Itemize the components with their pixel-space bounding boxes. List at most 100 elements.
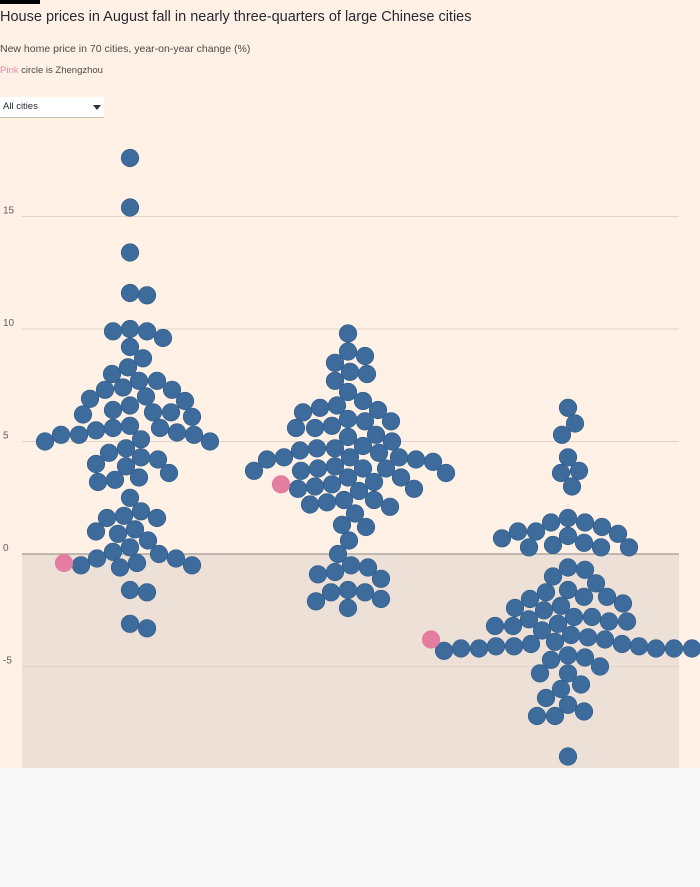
city-dot	[120, 396, 140, 415]
city-dot	[486, 637, 506, 656]
city-dot	[578, 628, 598, 647]
city-dot	[305, 477, 325, 496]
city-dot	[574, 587, 594, 606]
city-dot	[113, 378, 133, 397]
city-dot	[664, 639, 684, 658]
city-dot	[99, 443, 119, 462]
city-dot	[108, 524, 128, 543]
city-dot	[682, 639, 700, 658]
city-dot	[574, 702, 594, 721]
city-dot	[159, 463, 179, 483]
city-dot	[131, 430, 151, 449]
city-dot	[451, 639, 471, 658]
chart-subtitle: New home price in 70 cities, year-on-yea…	[0, 43, 251, 55]
city-dot	[545, 632, 565, 651]
city-dot	[307, 439, 327, 458]
city-dot	[291, 461, 311, 480]
city-dot	[73, 405, 93, 424]
city-dot	[469, 639, 489, 658]
city-dot	[105, 470, 125, 489]
city-dot	[103, 322, 123, 341]
city-dot	[290, 441, 310, 460]
city-dot	[505, 598, 525, 618]
city-dot	[551, 596, 571, 615]
city-dot	[558, 398, 578, 417]
city-dot	[317, 493, 337, 512]
city-dot	[565, 414, 585, 433]
city-dot	[612, 634, 632, 654]
city-dot	[591, 538, 611, 557]
city-dot	[508, 522, 528, 541]
city-dot	[520, 589, 540, 609]
city-dot	[404, 479, 424, 498]
city-dot	[353, 391, 373, 411]
highlight-city-dot	[421, 630, 441, 649]
city-dot	[167, 423, 187, 442]
city-dot	[86, 522, 106, 541]
city-dot	[120, 148, 140, 168]
city-dot	[543, 567, 563, 586]
city-dot	[148, 450, 168, 469]
city-dot	[434, 641, 454, 660]
city-dot	[182, 407, 202, 426]
city-dot	[382, 432, 402, 451]
y-tick-label: 0	[3, 543, 9, 554]
city-dot	[325, 353, 345, 372]
city-dot	[558, 664, 578, 683]
city-dot	[138, 531, 158, 550]
city-filter-dropdown[interactable]: All cities	[0, 97, 104, 118]
city-filter-selected: All cities	[3, 101, 38, 112]
city-dot	[582, 607, 602, 627]
y-tick-label: 10	[3, 318, 15, 329]
city-dot	[551, 679, 571, 699]
city-dot	[552, 425, 572, 444]
city-dot	[575, 648, 595, 667]
city-dot	[149, 544, 169, 564]
city-dot	[143, 403, 163, 422]
city-dot	[97, 508, 117, 528]
city-dot	[558, 747, 578, 766]
city-dot	[328, 544, 348, 564]
city-dot	[86, 421, 106, 440]
city-dot	[147, 508, 167, 528]
city-dot	[376, 459, 396, 478]
city-dot	[308, 459, 328, 478]
city-dot	[162, 380, 182, 399]
city-dot	[286, 418, 306, 438]
city-dot	[136, 387, 156, 406]
city-dot	[103, 542, 123, 561]
city-dot	[558, 695, 578, 714]
city-dot	[137, 286, 157, 305]
city-dot	[293, 403, 313, 422]
city-dot	[288, 479, 308, 498]
city-dot	[86, 454, 106, 474]
city-dot	[88, 472, 108, 492]
city-dot	[120, 283, 140, 303]
city-dot	[355, 583, 375, 602]
brand-bar	[0, 0, 40, 4]
city-dot	[69, 425, 89, 444]
highlight-city-dot	[54, 553, 74, 573]
city-dot	[120, 488, 140, 507]
city-dot	[137, 619, 157, 638]
city-dot	[120, 538, 140, 557]
highlight-note-color-word: Pink	[0, 65, 19, 76]
city-dot	[592, 517, 612, 537]
city-dot	[127, 553, 147, 573]
city-dot	[551, 463, 571, 483]
city-dot	[118, 358, 138, 377]
city-dot	[131, 502, 151, 521]
city-dot	[541, 513, 561, 532]
city-dot	[532, 621, 552, 640]
city-dot	[368, 400, 388, 420]
city-dot	[338, 598, 358, 618]
city-dot	[306, 592, 326, 611]
city-dot	[406, 450, 426, 469]
city-dot	[129, 468, 149, 487]
city-dot	[120, 198, 140, 217]
city-dot	[340, 448, 360, 467]
city-dot	[353, 459, 373, 478]
city-dot	[599, 612, 619, 631]
city-dot	[120, 337, 140, 357]
city-dot	[617, 612, 637, 631]
